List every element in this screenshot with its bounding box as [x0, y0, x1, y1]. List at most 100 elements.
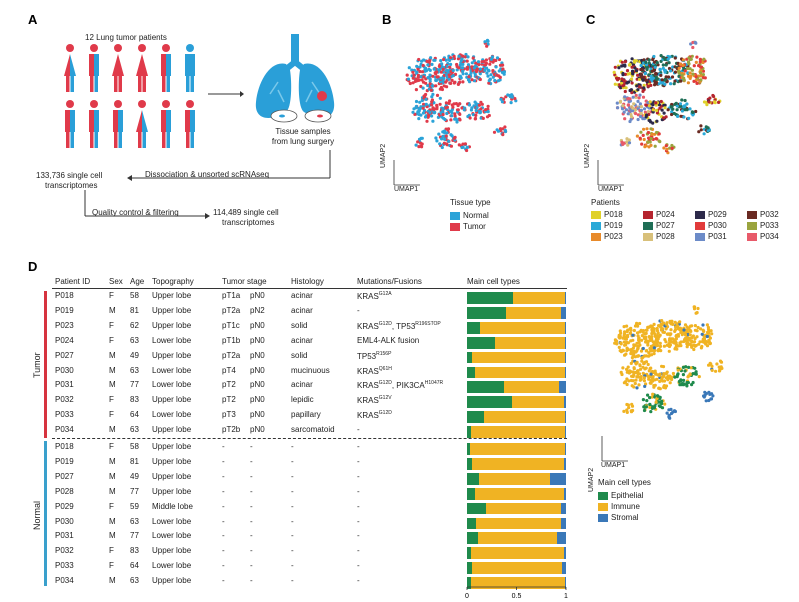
flow-arrows	[84, 150, 331, 219]
bar-segment-immune	[475, 517, 562, 530]
cell-type-bar	[467, 487, 566, 500]
umap-patients-plot	[597, 40, 722, 186]
sex-cell: M	[109, 365, 116, 375]
celltype-legend: Epithelial Immune Stromal	[598, 490, 643, 523]
patient-figure-icon	[136, 100, 148, 148]
mutation-cell: -	[357, 576, 360, 586]
tumor-n-stage-cell: -	[250, 442, 253, 451]
patient-id-cell: P034	[55, 576, 74, 586]
bar-segment-epithelial	[467, 366, 475, 379]
age-cell: 81	[130, 305, 139, 315]
umap-e-y-label: UMAP2	[588, 467, 595, 492]
step2-arrow-label: Quality control & filtering	[92, 208, 179, 217]
tick-0: 0	[465, 593, 469, 600]
bar-segment-immune	[471, 562, 563, 575]
legend-swatch	[450, 211, 460, 220]
tumor-t-stage-cell: pT1a	[222, 291, 241, 300]
sex-cell: F	[109, 546, 114, 556]
patient-figure-icon	[136, 44, 148, 92]
celltype-legend-title: Main cell types	[598, 478, 651, 487]
tumor-t-stage-cell: -	[222, 471, 225, 481]
legend-label: P029	[708, 210, 727, 219]
tissue-label-1: Tissue samples	[275, 127, 331, 136]
histology-cell: papillary	[291, 410, 321, 420]
umap-celltypes-plot	[601, 305, 724, 462]
legend-label: P032	[760, 210, 779, 219]
patient-id-cell: P032	[55, 395, 74, 405]
patient-figure-icon	[89, 44, 99, 92]
cell-type-bar	[467, 411, 566, 424]
bar-segment-immune	[485, 502, 562, 515]
legend-label: Epithelial	[611, 491, 644, 500]
header-age: Age	[130, 277, 145, 286]
cell-type-bar	[467, 351, 566, 364]
age-cell: 63	[130, 425, 139, 435]
bar-segment-immune	[494, 336, 565, 349]
patient-icons	[64, 44, 195, 148]
bar-segment-stromal	[561, 306, 566, 319]
bar-segment-immune	[503, 381, 560, 394]
legend-swatch	[643, 221, 653, 230]
patient-figure-icon	[65, 100, 75, 148]
patient-figure-icon	[161, 100, 171, 148]
legend-swatch	[747, 232, 757, 241]
header-mutations: Mutations/Fusions	[357, 277, 422, 286]
patient-id-cell: P027	[55, 350, 74, 360]
umap-b-y-label: UMAP2	[380, 143, 387, 168]
topography-cell: Upper lobe	[152, 442, 192, 451]
patient-id-cell: P033	[55, 561, 74, 571]
header-cell-types: Main cell types	[467, 277, 520, 286]
topography-cell: Upper lobe	[152, 546, 192, 556]
tumor-t-stage-cell: -	[222, 501, 225, 511]
bar-segment-epithelial	[467, 443, 470, 455]
histology-cell: -	[291, 576, 294, 586]
legend-label: P019	[604, 221, 623, 230]
sex-cell: M	[109, 486, 116, 496]
age-cell: 77	[130, 486, 139, 496]
legend-item: P028	[643, 231, 695, 242]
sex-cell: M	[109, 305, 116, 315]
legend-label: P018	[604, 210, 623, 219]
tumor-n-stage-cell: -	[250, 546, 253, 556]
tissue-legend-title: Tissue type	[450, 198, 491, 207]
histology-cell: solid	[291, 350, 308, 360]
tumor-n-stage-cell: -	[250, 561, 253, 571]
topography-cell: Upper lobe	[152, 395, 192, 405]
mutation-gene: KRAS	[357, 396, 379, 406]
legend-item: P033	[747, 220, 799, 231]
histology-cell: acinar	[291, 335, 313, 345]
age-cell: 63	[130, 365, 139, 375]
patient-id-cell: P028	[55, 486, 74, 496]
cell-type-bar	[467, 306, 566, 319]
bar-segment-epithelial	[467, 426, 471, 438]
bar-segment-stromal	[564, 321, 566, 334]
cell-type-bar	[467, 381, 566, 394]
topography-cell: Lower lobe	[152, 380, 192, 390]
bar-segment-immune	[511, 396, 565, 409]
age-cell: 77	[130, 531, 139, 541]
legend-item: P031	[695, 231, 747, 242]
sex-cell: F	[109, 335, 114, 345]
tick-1: 1	[564, 593, 568, 600]
legend-item: Immune	[598, 501, 643, 512]
patient-figure-icon	[185, 100, 195, 148]
patient-id-cell: P034	[55, 425, 74, 435]
tumor-n-stage-cell: pN0	[250, 335, 265, 345]
mutation-cell: KRASG12D, PIK3CAH1047R	[357, 380, 443, 390]
patient-id-cell: P031	[55, 531, 74, 541]
step2-count-2: transcriptomes	[222, 218, 275, 227]
bar-segment-epithelial	[467, 411, 484, 424]
bar-segment-immune	[471, 457, 564, 470]
histology-cell: -	[291, 546, 294, 556]
header-rule	[52, 288, 567, 289]
tumor-n-stage-cell: -	[250, 516, 253, 526]
mutation-cell: -	[357, 501, 360, 511]
patient-id-cell: P019	[55, 305, 74, 315]
cell-type-bar	[467, 517, 566, 530]
histology-cell: -	[291, 531, 294, 541]
umap-c-y-label: UMAP2	[584, 143, 591, 168]
bar-segment-stromal	[561, 517, 566, 530]
histology-cell: acinar	[291, 291, 313, 300]
bar-segment-stromal	[564, 487, 566, 500]
umap-c-x-label: UMAP1	[598, 186, 623, 193]
